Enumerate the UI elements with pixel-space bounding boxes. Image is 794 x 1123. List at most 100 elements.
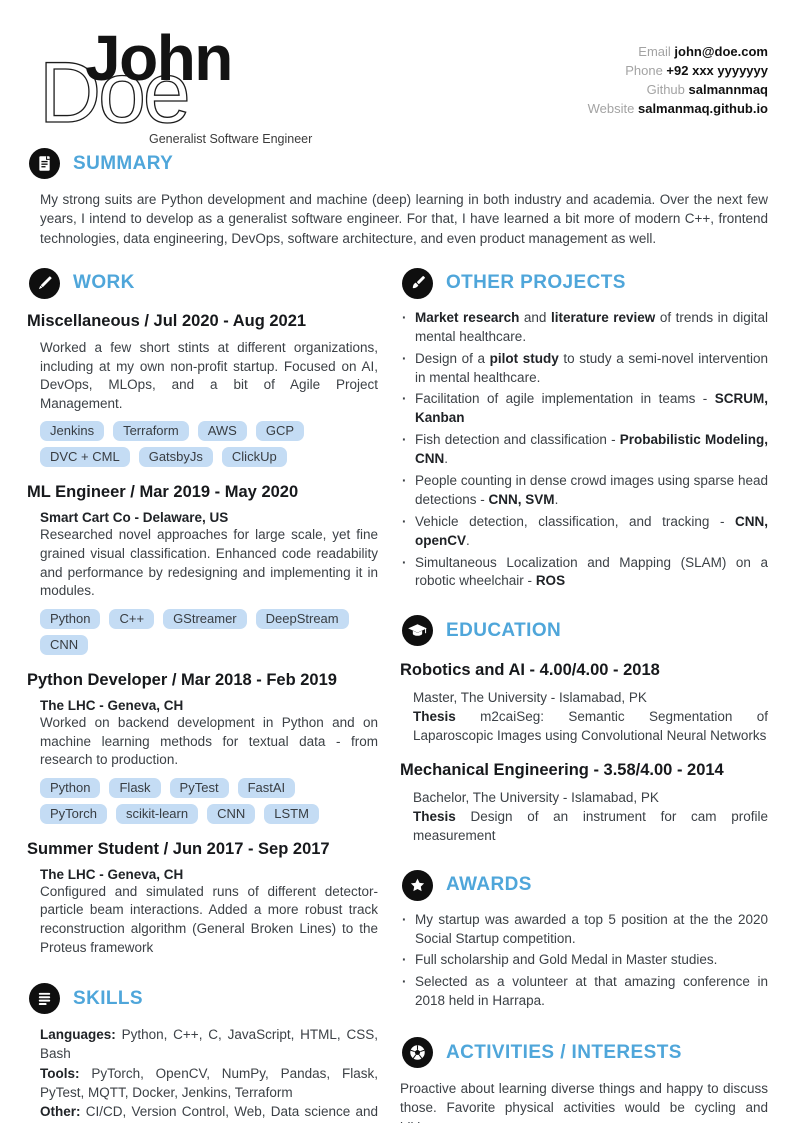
education-entry: Mechanical Engineering - 3.58/4.00 - 201… bbox=[400, 761, 768, 846]
education-entry: Robotics and AI - 4.00/4.00 - 2018 Maste… bbox=[400, 661, 768, 746]
skill-label: Other: bbox=[40, 1103, 81, 1119]
contact-value-email: john@doe.com bbox=[674, 44, 768, 59]
text-segment: of trends in digital mental healthcare. bbox=[415, 309, 768, 344]
two-column-layout: WORK Miscellaneous / Jul 2020 - Aug 2021… bbox=[27, 267, 768, 1123]
tech-tag: DVC + CML bbox=[40, 447, 130, 468]
text-segment: literature review bbox=[550, 309, 656, 325]
skill-values: CI/CD, Version Control, Web, Data scienc… bbox=[85, 1103, 378, 1119]
degree-details: Master, The University - Islamabad, PK T… bbox=[413, 689, 768, 746]
job-entry: ML Engineer / Mar 2019 - May 2020 Smart … bbox=[27, 483, 378, 658]
contact-label: Github bbox=[646, 82, 689, 97]
left-column: WORK Miscellaneous / Jul 2020 - Aug 2021… bbox=[27, 267, 378, 1123]
paintbrush-icon bbox=[402, 267, 433, 299]
work-heading: WORK bbox=[73, 272, 135, 294]
text-segment: Facilitation of agile implementation in … bbox=[415, 391, 715, 407]
text-segment: SCRUM, Kanban bbox=[415, 391, 768, 426]
contact-value-phone: +92 xxx yyyyyyy bbox=[666, 63, 768, 78]
pen-icon bbox=[29, 267, 60, 299]
award-item: Full scholarship and Gold Medal in Maste… bbox=[400, 951, 768, 970]
document-icon bbox=[29, 148, 60, 179]
projects-heading: OTHER PROJECTS bbox=[446, 272, 626, 294]
contact-value-github: salmannmaq bbox=[688, 82, 768, 97]
tech-tag: C++ bbox=[109, 608, 155, 629]
education-heading: EDUCATION bbox=[446, 619, 562, 641]
text-segment: Market research bbox=[415, 309, 520, 325]
tech-tag: Jenkins bbox=[40, 421, 105, 442]
projects-section-header: OTHER PROJECTS bbox=[402, 267, 768, 299]
soccer-ball-icon bbox=[402, 1037, 433, 1069]
tech-tag: FastAI bbox=[237, 777, 296, 798]
list-icon bbox=[29, 983, 60, 1015]
thesis-text: Design of an instrument for cam profile … bbox=[413, 808, 768, 843]
text-segment: ROS bbox=[535, 573, 566, 589]
activities-heading: ACTIVITIES / INTERESTS bbox=[446, 1041, 682, 1063]
job-description: Worked on backend development in Python … bbox=[40, 714, 378, 768]
header: Doe John Generalist Software Engineer Em… bbox=[27, 26, 768, 148]
skill-label: Tools: bbox=[40, 1065, 80, 1081]
contact-row-website: Website salmanmaq.github.io bbox=[588, 99, 768, 118]
awards-heading: AWARDS bbox=[446, 874, 532, 896]
tech-tag: AWS bbox=[197, 421, 247, 442]
job-body: Smart Cart Co - Delaware, US Researched … bbox=[40, 510, 378, 601]
tech-tag: scikit-learn bbox=[115, 803, 199, 824]
job-title: Miscellaneous / Jul 2020 - Aug 2021 bbox=[27, 311, 307, 330]
text-segment: Probabilistic Modeling, CNN bbox=[415, 432, 768, 467]
projects-list: Market research and literature review of… bbox=[400, 309, 768, 591]
activities-text: Proactive about learning diverse things … bbox=[400, 1081, 768, 1123]
text-segment: . bbox=[444, 451, 449, 467]
tech-tag: GCP bbox=[255, 421, 305, 442]
degree-title: Robotics and AI - 4.00/4.00 - 2018 bbox=[400, 661, 660, 680]
contact-block: Email john@doe.com Phone +92 xxx yyyyyyy… bbox=[588, 42, 768, 118]
tech-tag: CNN bbox=[40, 634, 89, 655]
first-name: John bbox=[85, 22, 233, 94]
text-segment: pilot study bbox=[489, 350, 559, 366]
summary-heading: SUMMARY bbox=[73, 152, 174, 174]
text-segment: Design of a bbox=[415, 350, 490, 366]
tech-tag: GStreamer bbox=[163, 608, 247, 629]
skill-values: Python, C++, C, JavaScript, HTML, CSS, B… bbox=[40, 1027, 378, 1062]
thesis-line: Thesis m2caiSeg: Semantic Segmentation o… bbox=[413, 708, 768, 746]
job-subtitle: Generalist Software Engineer bbox=[149, 132, 313, 146]
skill-line-other: Other: CI/CD, Version Control, Web, Data… bbox=[40, 1102, 378, 1123]
degree-details: Bachelor, The University - Islamabad, PK… bbox=[413, 789, 768, 846]
project-item: Market research and literature review of… bbox=[400, 309, 768, 347]
text-segment: and bbox=[519, 309, 551, 325]
job-organization: The LHC - Geneva, CH bbox=[40, 697, 184, 713]
skill-values: PyTorch, OpenCV, NumPy, Pandas, Flask, P… bbox=[40, 1065, 378, 1100]
job-body: Worked a few short stints at different o… bbox=[40, 339, 378, 414]
job-entry: Miscellaneous / Jul 2020 - Aug 2021 Work… bbox=[27, 312, 378, 471]
contact-row-phone: Phone +92 xxx yyyyyyy bbox=[588, 61, 768, 80]
awards-list: My startup was awarded a top 5 position … bbox=[400, 911, 768, 1011]
thesis-text: m2caiSeg: Semantic Segmentation of Lapar… bbox=[413, 709, 768, 744]
tech-tag: Terraform bbox=[113, 421, 189, 442]
contact-label: Phone bbox=[625, 63, 667, 78]
awards-section-header: AWARDS bbox=[402, 869, 768, 901]
tech-tag: GatsbyJs bbox=[138, 447, 213, 468]
contact-row-github: Github salmannmaq bbox=[588, 80, 768, 99]
contact-label: Website bbox=[587, 101, 638, 116]
tech-tag: Flask bbox=[109, 777, 161, 798]
last-name: Doe bbox=[38, 45, 191, 141]
job-description: Researched novel approaches for large sc… bbox=[40, 527, 378, 599]
project-item: Simultaneous Localization and Mapping (S… bbox=[400, 554, 768, 592]
text-segment: to study a semi-novel intervention in me… bbox=[415, 350, 769, 385]
contact-row-email: Email john@doe.com bbox=[588, 42, 768, 61]
project-item: Facilitation of agile implementation in … bbox=[400, 390, 768, 428]
text-segment: . bbox=[466, 532, 470, 548]
summary-text: My strong suits are Python development a… bbox=[40, 192, 768, 246]
star-icon bbox=[402, 869, 433, 901]
award-item: My startup was awarded a top 5 position … bbox=[400, 911, 768, 949]
tech-tag: LSTM bbox=[264, 803, 319, 824]
tech-tag: Python bbox=[40, 777, 101, 798]
skill-line-tools: Tools: PyTorch, OpenCV, NumPy, Pandas, F… bbox=[40, 1064, 378, 1102]
skills-section: SKILLS Languages: Python, C++, C, JavaSc… bbox=[27, 983, 378, 1123]
skill-label: Languages: bbox=[40, 1027, 116, 1043]
awards-section: AWARDS My startup was awarded a top 5 po… bbox=[400, 869, 768, 1011]
job-title: Summer Student / Jun 2017 - Sep 2017 bbox=[27, 839, 330, 858]
job-title: Python Developer / Mar 2018 - Feb 2019 bbox=[27, 670, 337, 689]
tech-tags: Jenkins Terraform AWS GCP DVC + CML GatsbyJs C… bbox=[40, 418, 378, 470]
job-body: The LHC - Geneva, CH Configured and simu… bbox=[40, 867, 378, 958]
work-section-header: WORK bbox=[29, 267, 378, 299]
right-column: OTHER PROJECTS Market research and liter… bbox=[400, 267, 768, 1123]
tech-tag: ClickUp bbox=[221, 447, 287, 468]
